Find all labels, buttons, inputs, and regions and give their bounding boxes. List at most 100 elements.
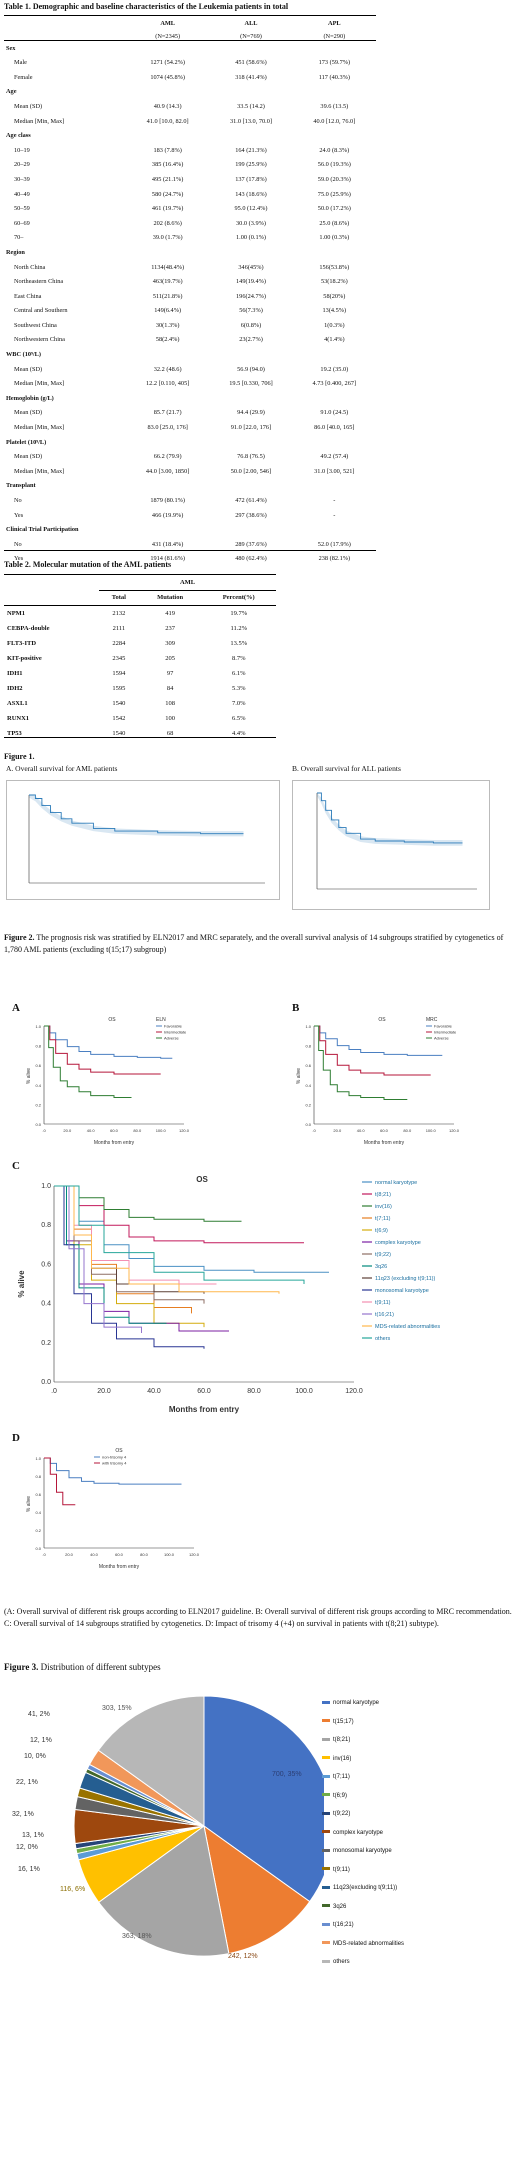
y-tick-label: 0.0 [35, 1546, 41, 1551]
table1-cell: 1074 (45.8%) [150, 73, 185, 81]
figure1b-svg [316, 792, 477, 890]
table1-cell: 149(19.4%) [236, 278, 266, 286]
table1-section-label: Clinical Trial Participation [6, 526, 79, 534]
table1-row-label: Female [14, 73, 33, 81]
y-tick-label: 0.6 [41, 1261, 51, 1268]
table2-cell: 1594 [112, 670, 126, 677]
table2-gene: IDH2 [7, 685, 23, 692]
legend-label: monosomal karyotype [333, 1848, 392, 1854]
x-tick-label: 80.0 [133, 1128, 142, 1133]
table1-section-row: Hemoglobin (g/L) [4, 392, 376, 407]
table1-row: No 1879 (80.1%) 472 (61.4%) - [4, 494, 376, 509]
table2-cell: 309 [165, 640, 175, 647]
survival-curve [44, 1457, 76, 1506]
table1-cell: 19.5 [0.330, 706] [229, 380, 273, 388]
pie-slice-label: 242, 12% [228, 1953, 258, 1960]
legend-item: t(16;21) [322, 1922, 354, 1928]
legend-label: MDS-related abnormalities [333, 1940, 405, 1947]
table1-cell: 143 (18.6%) [235, 190, 267, 198]
figure2-caption-text: The prognosis risk was stratified by ELN… [4, 933, 504, 954]
legend-item: t(8;21) [322, 1737, 350, 1743]
table2-row: RUNX1 1542 100 6.5% [4, 711, 276, 726]
figure2c-plot: 1.0 0.8 0.6 0.4 0.2 0.0.0 20.0 40.0 60.0 80.0 100.… [12, 1172, 502, 1424]
table1-section-label: Age [6, 88, 17, 96]
pie-slice-label: 12, 0% [16, 1844, 38, 1851]
legend-title: ELN [156, 1017, 166, 1023]
x-tick-label: 60.0 [115, 1552, 124, 1557]
x-tick-label: 80.0 [247, 1388, 261, 1395]
table2-cell: 68 [166, 730, 174, 737]
table1-cell: 289 (37.6%) [235, 540, 267, 548]
table1-n-aml: (N=2345) [155, 32, 181, 40]
legend-item: t(9;22) [322, 1811, 350, 1817]
table1-row-label: 10–19 [14, 146, 30, 154]
pie-slice [98, 1825, 230, 1957]
pie-slice-label: 700, 35% [272, 1771, 302, 1778]
table2-cell: 1595 [112, 685, 126, 692]
table1-cell: 91.0 (24.5) [320, 409, 349, 417]
table1-caption: Table 1. Demographic and baseline charac… [4, 2, 289, 11]
table1-cell: - [333, 497, 336, 504]
table1-cell: 58(2.4%) [155, 336, 180, 344]
table2-cell: 97 [166, 670, 174, 677]
figure2b-svg: 1.0 0.8 0.6 0.4 0.2 0.0.0 20.0 40.0 60.0 80.0 100.… [296, 1017, 460, 1146]
legend-label: t(8;21) [375, 1192, 391, 1198]
confidence-band [317, 793, 463, 846]
legend-label: Intermediate [434, 1030, 457, 1035]
table1-corner [4, 17, 126, 32]
legend-label: t(9;22) [375, 1252, 391, 1258]
table1-cell: 1134(48.4%) [151, 263, 185, 271]
table1-cell: 40.9 (14.3) [153, 102, 182, 110]
table1-cell: 12.2 [0.110, 405] [146, 380, 190, 388]
survival-curve [54, 1185, 205, 1349]
legend-label: Adverse [164, 1036, 179, 1041]
table2-header-percent: Percent(%) [222, 593, 255, 601]
table1-cell: 1879 (80.1%) [150, 497, 185, 504]
y-axis-title: % alive [26, 1068, 32, 1084]
x-tick-label: 20.0 [63, 1128, 72, 1133]
table1-cell: 76.8 (76.5) [237, 453, 265, 461]
table1-cell: 117 (40.3%) [318, 73, 350, 81]
table2-row: KIT-positive 2345 205 8.7% [4, 651, 276, 666]
figure3-legend: normal karyotype t(15;17) t(8;21) inv(16) t(… [322, 1700, 518, 1980]
y-tick-label: 1.0 [35, 1024, 41, 1029]
table1-cell: 91.0 [22.0, 176] [230, 424, 272, 432]
table1-cell: 56.0 (19.3%) [317, 161, 351, 169]
table1-row-label: 70– [14, 234, 24, 242]
survival-curve [44, 1457, 182, 1485]
table1-cell: 24.0 (8.3%) [319, 146, 350, 154]
table2-cell: 205 [165, 655, 175, 662]
legend-swatch [322, 1959, 330, 1963]
legend-label: t(7;11) [375, 1216, 391, 1222]
x-tick-label: 100.0 [164, 1552, 175, 1557]
legend-swatch [322, 1830, 330, 1834]
legend-swatch [322, 1922, 330, 1926]
table1-row: Median [Min, Max] 83.0 [25.0, 176] 91.0 [2… [4, 421, 376, 436]
y-tick-label: 0.6 [35, 1492, 41, 1497]
table1-row: Median [Min, Max] 44.0 [3.00, 1850] 50.0 [… [4, 465, 376, 480]
table1-cell: 1914 (81.6%) [150, 555, 185, 563]
pie-slice-label: 32, 1% [12, 1811, 34, 1818]
table1-row: Mean (SD) 32.2 (48.6) 56.9 (94.0) 19.2 (35.… [4, 363, 376, 378]
figure1b-plot [292, 780, 490, 910]
table2-row: FLT3-ITD 2284 309 13.5% [4, 636, 276, 651]
table2-row: TP53 1540 68 4.4% [4, 726, 276, 741]
legend-item: t(7;11) [322, 1774, 350, 1780]
x-tick-label: 100.0 [426, 1128, 437, 1133]
table1-cell: 56(7.3%) [239, 307, 263, 315]
legend-label: 11q23 (excluding t(9;11)) [375, 1276, 435, 1282]
legend-label: t(9;11) [333, 1866, 350, 1873]
table1-cell: 183 (7.8%) [153, 146, 182, 154]
table2-cell: 19.7% [230, 610, 248, 617]
legend-label: Favorable [164, 1024, 183, 1029]
figure2-caption: Figure 2. The prognosis risk was stratif… [4, 932, 504, 956]
survival-curve [44, 1025, 161, 1075]
table1-col-all: ALL [244, 20, 258, 28]
table2-cell: 1540 [112, 730, 126, 737]
table2-gene: CEBPA-double [7, 625, 50, 632]
y-tick-label: 0.8 [35, 1474, 41, 1479]
table1-cell: 39.6 (13.5) [320, 102, 349, 110]
table2-cell: 2345 [112, 655, 126, 662]
table1-section-row: Age class [4, 129, 376, 144]
table1-row-label: Mean (SD) [14, 453, 43, 461]
